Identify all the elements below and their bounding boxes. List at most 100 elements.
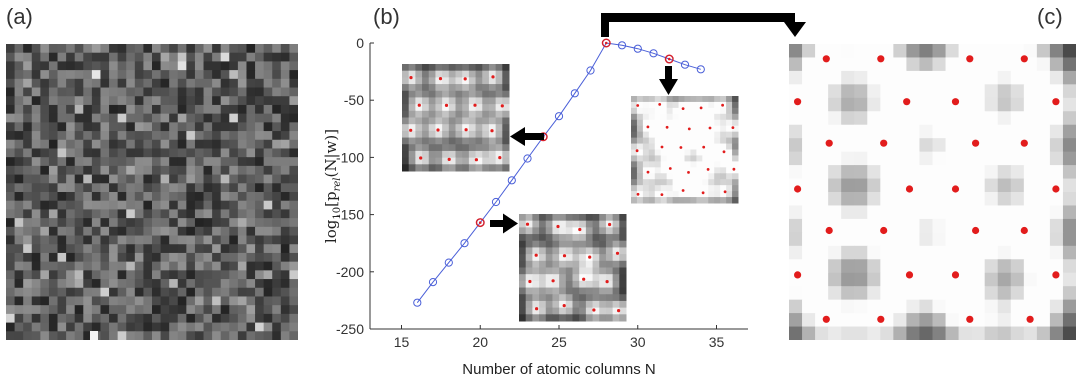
image-pixel <box>1036 313 1051 328</box>
image-pixel <box>495 70 503 78</box>
noise-pixel <box>109 218 119 228</box>
image-pixel <box>828 111 842 126</box>
noise-pixel <box>177 261 187 271</box>
noise-pixel <box>177 70 187 80</box>
image-pixel <box>660 113 668 121</box>
image-pixel <box>690 107 697 115</box>
image-pixel <box>984 178 999 193</box>
noise-pixel <box>126 200 136 211</box>
highlighted-point <box>475 218 485 228</box>
noise-pixel <box>74 261 84 271</box>
noise-pixel <box>169 244 179 254</box>
noise-pixel <box>212 87 222 97</box>
noise-pixel <box>186 331 196 340</box>
image-pixel <box>726 149 733 156</box>
image-pixel <box>997 165 1012 180</box>
data-point <box>413 298 422 307</box>
image-pixel <box>592 280 600 289</box>
image-pixel <box>919 259 933 274</box>
highlighted-point-center <box>478 221 482 224</box>
noise-pixel <box>280 244 291 254</box>
noise-pixel <box>212 61 222 71</box>
image-pixel <box>732 143 739 150</box>
noise-pixel <box>109 270 119 280</box>
image-pixel <box>893 138 907 153</box>
noise-pixel <box>100 313 110 324</box>
noise-pixel <box>280 174 291 184</box>
noise-pixel <box>237 226 248 237</box>
image-pixel <box>893 313 907 328</box>
image-pixel <box>612 247 620 255</box>
image-pixel <box>619 274 627 282</box>
image-pixel <box>552 220 560 228</box>
image-pixel <box>678 131 685 139</box>
image-pixel <box>482 130 490 139</box>
noise-pixel <box>143 235 153 245</box>
noise-pixel <box>31 87 41 97</box>
noise-pixel <box>23 331 33 340</box>
noise-pixel <box>14 104 24 115</box>
noise-pixel <box>272 192 282 202</box>
image-pixel <box>519 254 527 262</box>
image-pixel <box>828 205 842 220</box>
image-pixel <box>448 117 456 125</box>
image-pixel <box>919 299 933 314</box>
noise-pixel <box>194 174 205 184</box>
image-pixel <box>495 64 503 72</box>
image-pixel <box>415 117 423 125</box>
noise-pixel <box>14 296 24 306</box>
image-pixel <box>732 107 739 115</box>
noise-pixel <box>83 131 93 141</box>
image-pixel <box>958 97 973 112</box>
image-pixel <box>442 117 450 125</box>
image-pixel <box>684 173 691 180</box>
image-pixel <box>666 149 674 156</box>
noise-pixel <box>83 78 93 89</box>
image-pixel <box>1049 313 1064 328</box>
image-pixel <box>442 137 450 145</box>
image-pixel <box>1049 138 1064 153</box>
image-pixel <box>619 287 627 295</box>
noise-pixel <box>40 200 50 211</box>
image-pixel <box>1049 245 1064 260</box>
noise-pixel <box>100 209 110 219</box>
image-pixel <box>565 234 573 242</box>
noise-pixel <box>48 139 59 150</box>
image-pixel <box>532 294 540 302</box>
image-pixel <box>592 220 600 228</box>
image-pixel <box>468 164 477 172</box>
image-pixel <box>495 144 503 152</box>
image-pixel <box>592 294 600 302</box>
image-pixel <box>919 326 933 340</box>
atom-position-dot <box>582 277 586 281</box>
image-pixel <box>482 124 490 132</box>
noise-pixel <box>117 331 127 340</box>
image-pixel <box>539 274 547 282</box>
image-pixel <box>672 167 680 174</box>
noise-pixel <box>152 261 162 271</box>
image-pixel <box>815 218 829 233</box>
image-pixel <box>854 245 868 260</box>
image-pixel <box>1049 259 1064 274</box>
noise-pixel <box>100 139 110 150</box>
image-pixel <box>958 165 973 180</box>
noise-pixel <box>246 244 256 254</box>
image-pixel <box>854 205 868 220</box>
noise-pixel <box>220 252 230 263</box>
noise-pixel <box>263 235 273 245</box>
image-pixel <box>455 70 463 78</box>
image-pixel <box>415 150 423 159</box>
noise-pixel <box>237 305 248 315</box>
noise-pixel <box>246 279 256 289</box>
noise-pixel <box>91 261 102 271</box>
noise-pixel <box>74 209 84 219</box>
image-pixel <box>660 197 668 204</box>
image-pixel <box>1010 84 1025 99</box>
noise-pixel <box>194 113 205 123</box>
image-pixel <box>435 164 443 172</box>
noise-pixel <box>143 331 153 340</box>
noise-pixel <box>14 331 24 340</box>
noise-pixel <box>134 313 145 324</box>
noise-pixel <box>152 139 162 150</box>
image-pixel <box>475 110 483 118</box>
